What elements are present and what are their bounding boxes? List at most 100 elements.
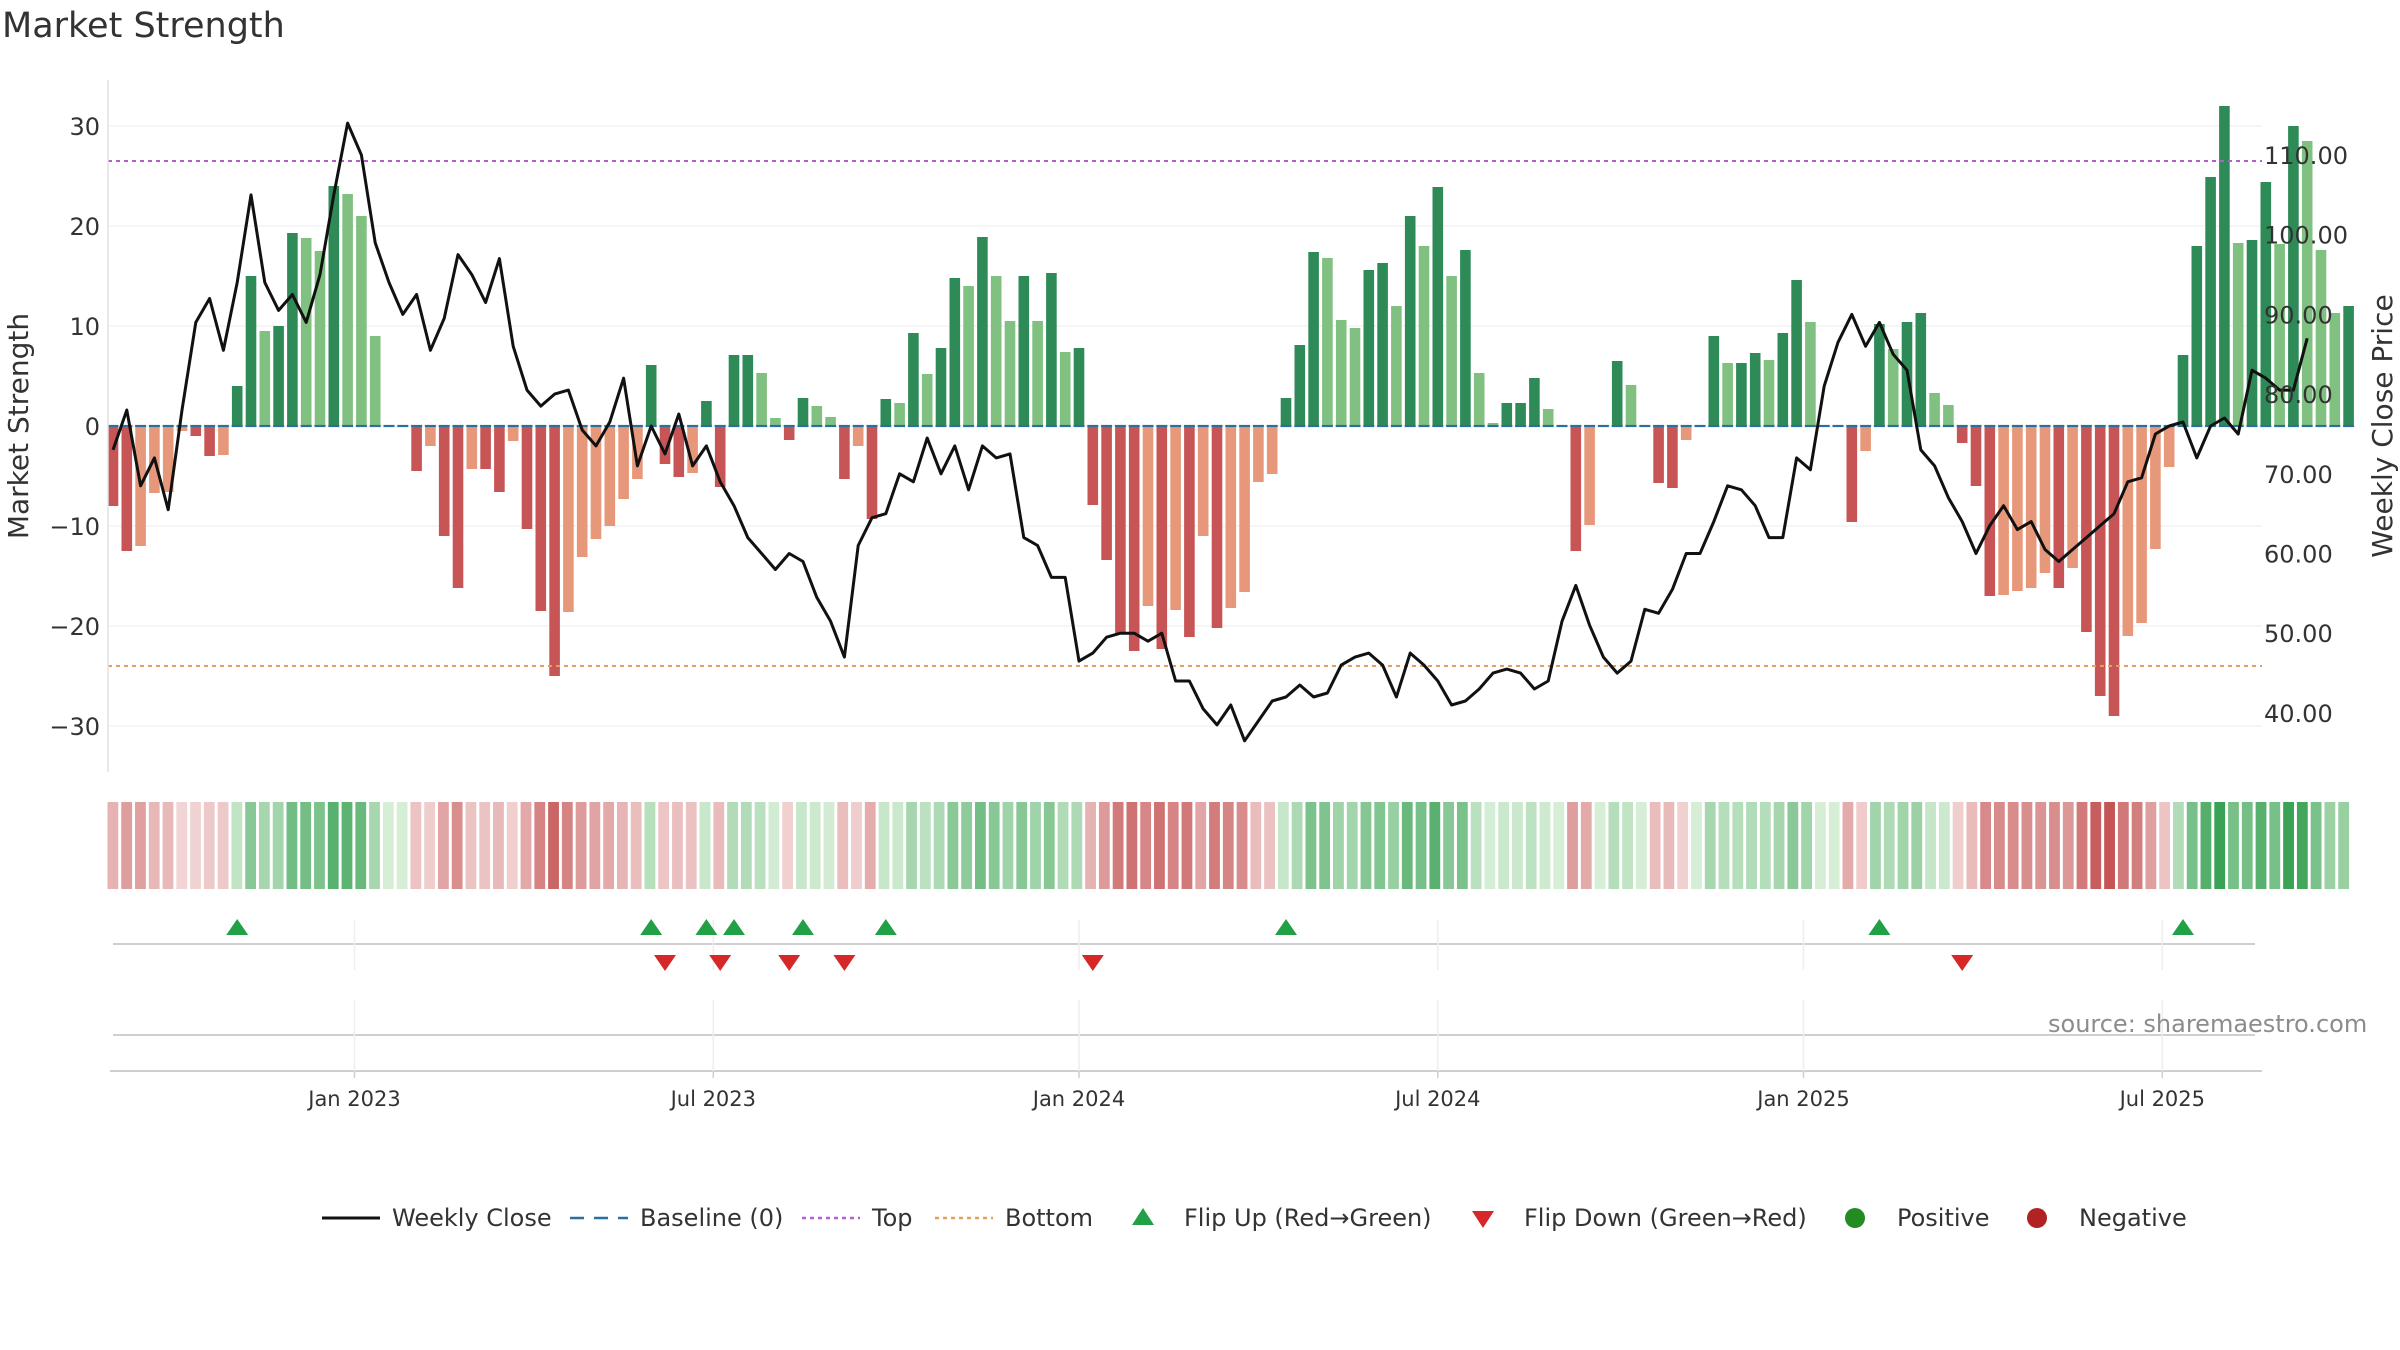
strip-cell	[1498, 802, 1510, 889]
strength-bar-negative	[2012, 426, 2023, 591]
y-tick-label: 30	[69, 113, 100, 141]
strip-cell	[1814, 802, 1826, 889]
strip-cell	[1828, 802, 1840, 889]
strip-cell	[2062, 802, 2074, 889]
strip-cell	[1622, 802, 1633, 889]
strength-bar-positive	[369, 336, 381, 426]
strength-bar-negative	[2108, 426, 2120, 716]
strength-bar-positive	[1418, 246, 1430, 426]
strength-bar-positive	[1349, 328, 1361, 426]
strip-cell	[1759, 802, 1771, 889]
strip-cell	[410, 802, 422, 889]
strength-bar-negative	[1156, 426, 1168, 649]
strip-cell	[1842, 802, 1854, 889]
strength-bar-negative	[1253, 426, 1264, 482]
strength-bar-negative	[1970, 426, 1982, 486]
strength-bar-negative	[632, 426, 643, 479]
strip-cell	[1071, 802, 1083, 889]
strength-bar-positive	[314, 251, 326, 426]
x-tick-label: Jul 2024	[1393, 1087, 1480, 1111]
strength-bar-positive	[770, 418, 781, 426]
strength-bar-positive	[2329, 313, 2341, 426]
strip-cell	[1291, 802, 1303, 889]
x-tick-label: Jul 2025	[2118, 1087, 2205, 1111]
strength-bar-positive	[2260, 182, 2272, 426]
strip-cell	[2007, 802, 2019, 889]
y-axis-label: Market Strength	[2, 313, 35, 539]
strength-bar-negative	[507, 426, 519, 441]
legend-label: Flip Down (Green→Red)	[1524, 1204, 1807, 1232]
strength-bar-negative	[425, 426, 436, 446]
strength-bar-positive	[2274, 244, 2285, 426]
strip-cell	[217, 802, 229, 889]
strip-cell	[1305, 802, 1317, 889]
strength-bar-positive	[245, 276, 257, 426]
strip-cell	[2090, 802, 2102, 889]
strength-bar-positive	[756, 373, 767, 426]
strip-cell	[465, 802, 477, 889]
strip-cell	[396, 802, 408, 889]
strength-bar-positive	[1432, 187, 1444, 426]
strip-cell	[2241, 802, 2253, 889]
strength-bar-positive	[1446, 276, 1457, 426]
strength-bar-positive	[963, 286, 974, 426]
strength-bar-positive	[825, 417, 836, 426]
strength-bar-positive	[894, 403, 905, 426]
strength-bar-negative	[190, 426, 202, 436]
strip-cell	[713, 802, 725, 889]
chart-title: Market Strength	[2, 6, 285, 46]
y-tick-label: 20	[69, 213, 100, 241]
legend: Weekly Close Baseline (0) Top Bottom Flip Up…	[322, 1204, 2187, 1232]
strength-bar-positive	[356, 216, 367, 426]
strength-bar-positive	[880, 399, 892, 426]
strength-bar-negative	[783, 426, 795, 440]
strength-bar-positive	[1322, 258, 1333, 426]
strip-cell	[1167, 802, 1179, 889]
legend-label: Baseline (0)	[640, 1204, 783, 1232]
strength-bar-negative	[204, 426, 215, 456]
strength-bar-positive	[1722, 363, 1733, 426]
strength-bar-positive	[1404, 216, 1416, 426]
strip-cell	[314, 802, 325, 889]
time-axis: Jan 2023 Jul 2023 Jan 2024 Jul 2024 Jan 2025…	[306, 1071, 2205, 1111]
flip-down-marker	[833, 955, 856, 971]
strip-cell	[1567, 802, 1578, 889]
strip-cell	[892, 802, 904, 889]
flip-down-marker	[709, 955, 732, 971]
y2-tick-label: 100.00	[2264, 222, 2348, 250]
strength-bar-positive	[811, 406, 823, 426]
strength-bar-positive	[2288, 126, 2299, 426]
strip-cell	[437, 802, 449, 889]
strength-bar-negative	[618, 426, 629, 499]
strength-bar-negative	[1667, 426, 1678, 488]
strip-cell	[258, 802, 270, 889]
strength-heat-strip	[107, 802, 2350, 889]
strength-bar-negative	[590, 426, 602, 539]
strip-cell	[864, 802, 876, 889]
strip-cell	[451, 802, 463, 889]
strip-cell	[245, 802, 256, 889]
strip-cell	[2283, 802, 2294, 889]
strip-cell	[2310, 802, 2322, 889]
strength-bar-negative	[1101, 426, 1112, 560]
strength-bar-negative	[162, 426, 174, 492]
strength-bar-negative	[549, 426, 560, 676]
strength-bar-positive	[1736, 363, 1747, 426]
strip-cell	[1388, 802, 1399, 889]
strip-cell	[1002, 802, 1014, 889]
strength-bar-negative	[839, 426, 850, 479]
strip-cell	[1098, 802, 1110, 889]
strip-cell	[1016, 802, 1028, 889]
strength-bar-positive	[1377, 263, 1388, 426]
strength-bar-positive	[1929, 393, 1940, 426]
strip-cell	[1374, 802, 1386, 889]
strength-bar-negative	[438, 426, 450, 536]
strip-cell	[272, 802, 284, 889]
legend-item-flip-up: Flip Up (Red→Green)	[1132, 1204, 1432, 1232]
strength-bar-positive	[287, 233, 298, 426]
strip-cell	[1952, 802, 1964, 889]
strip-cell	[231, 802, 243, 889]
strength-bar-positive	[1611, 361, 1623, 426]
strip-cell	[2159, 802, 2171, 889]
strip-cell	[796, 802, 807, 889]
